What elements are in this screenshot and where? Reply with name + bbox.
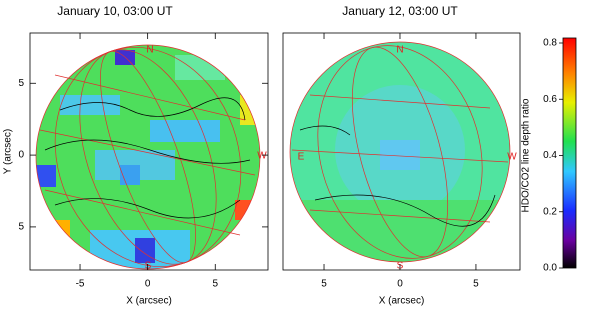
x-axis-label: X (arcsec) <box>379 296 425 307</box>
x-tick-label: 0 <box>397 279 403 290</box>
colorbar-tick-label: 0.4 <box>543 150 557 161</box>
x-tick-label: 5 <box>321 279 327 290</box>
colorbar-label: HDO/CO2 line depth ratio <box>521 98 532 212</box>
compass-label: N <box>146 45 153 56</box>
y-tick-label: 5 <box>18 78 24 89</box>
x-axis-label: X (arcsec) <box>126 296 172 307</box>
colorbar-tick-label: 0.2 <box>543 206 557 217</box>
colorbar <box>562 37 577 269</box>
compass-label: W <box>257 151 267 162</box>
compass-label: E <box>298 152 305 163</box>
y-axis-label: Y (arcsec) <box>3 129 14 174</box>
x-tick-label: 5 <box>473 279 479 290</box>
panel-title: January 10, 03:00 UT <box>57 4 173 18</box>
x-tick-label: 0 <box>145 279 151 290</box>
y-tick-label: 0 <box>18 150 24 161</box>
compass-label: S <box>145 261 152 272</box>
compass-label: W <box>507 152 517 163</box>
colorbar-tick-label: 0.0 <box>543 263 557 274</box>
x-tick-label: 5 <box>212 279 218 290</box>
compass-label: N <box>396 45 403 56</box>
disk-image <box>290 42 510 262</box>
y-tick-label: 5 <box>18 222 24 233</box>
colorbar-tick-label: 0.6 <box>543 94 557 105</box>
colorbar-tick-label: 0.8 <box>543 38 557 49</box>
x-tick-label: -5 <box>76 279 85 290</box>
panel-title: January 12, 03:00 UT <box>342 4 458 18</box>
plot-frame <box>282 32 521 271</box>
disk-image <box>36 45 260 269</box>
plot-frame <box>29 32 269 271</box>
